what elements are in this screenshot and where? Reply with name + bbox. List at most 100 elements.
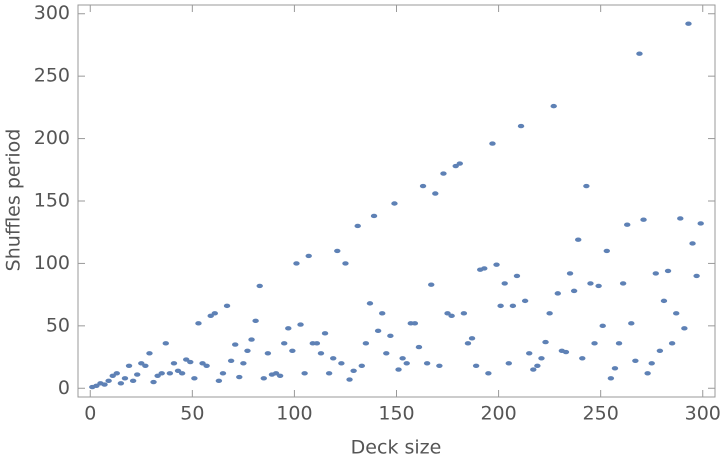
point: [415, 344, 423, 350]
point: [685, 21, 692, 26]
point: [562, 349, 570, 355]
point: [432, 191, 439, 196]
point: [403, 361, 410, 366]
y-tick-label: 150: [34, 190, 70, 212]
point: [648, 361, 655, 366]
point: [374, 328, 382, 334]
point: [166, 371, 174, 376]
point: [456, 161, 463, 166]
point: [203, 363, 210, 368]
point: [158, 371, 165, 376]
point: [570, 288, 578, 294]
point: [611, 366, 619, 371]
y-tick-label: 50: [46, 314, 70, 336]
point: [464, 341, 472, 346]
y-tick-label: 0: [58, 377, 70, 399]
point: [121, 376, 129, 381]
point: [505, 361, 512, 366]
point: [579, 356, 586, 361]
point: [244, 348, 251, 354]
point: [460, 311, 468, 316]
point: [640, 217, 647, 222]
y-axis-label: Shuffles period: [3, 129, 25, 272]
point: [93, 383, 100, 388]
point: [428, 282, 435, 287]
point: [317, 351, 325, 356]
point: [195, 321, 202, 326]
point: [260, 376, 267, 381]
point: [183, 357, 190, 362]
point: [489, 141, 496, 146]
y-tick-label: 250: [34, 65, 70, 87]
point: [325, 371, 333, 376]
point: [419, 183, 427, 189]
point: [619, 281, 627, 286]
point: [162, 341, 169, 346]
point: [272, 371, 280, 376]
point: [117, 381, 125, 386]
point: [219, 371, 227, 376]
point: [252, 318, 259, 324]
point: [301, 371, 308, 376]
point: [215, 378, 223, 383]
point: [281, 341, 288, 346]
point: [330, 356, 337, 361]
point: [187, 359, 194, 365]
point: [170, 361, 178, 366]
point: [566, 271, 574, 276]
point: [129, 378, 137, 383]
point: [211, 311, 218, 316]
point: [109, 373, 116, 378]
point: [632, 358, 639, 363]
point: [134, 372, 141, 377]
y-tick-label: 300: [34, 2, 70, 24]
point: [101, 382, 108, 387]
point: [293, 261, 300, 266]
point: [538, 356, 545, 361]
point: [501, 281, 508, 286]
point: [521, 298, 529, 304]
point: [223, 303, 231, 309]
point: [383, 351, 390, 356]
point: [628, 321, 635, 326]
point: [546, 311, 553, 316]
point: [444, 311, 451, 316]
point: [681, 326, 688, 331]
point: [423, 361, 431, 366]
point: [199, 361, 206, 366]
point: [387, 333, 394, 339]
point: [391, 201, 398, 206]
point: [207, 313, 214, 319]
point: [656, 348, 664, 354]
point: [440, 171, 447, 176]
point: [334, 248, 341, 254]
point: [689, 241, 696, 246]
point: [607, 376, 615, 381]
point: [668, 341, 676, 346]
point: [591, 341, 598, 346]
point: [370, 213, 378, 219]
point: [599, 323, 606, 329]
point: [232, 342, 239, 347]
x-axis-label: Deck size: [351, 437, 442, 459]
point: [615, 341, 623, 346]
point: [542, 339, 549, 345]
x-tick-label: 50: [180, 403, 204, 425]
point: [673, 311, 680, 316]
x-tick-label: 250: [583, 403, 619, 425]
point: [142, 363, 149, 368]
plot-frame: [77, 4, 716, 398]
point: [289, 348, 296, 354]
x-tick-label: 300: [685, 403, 720, 425]
x-tick-label: 100: [276, 403, 312, 425]
point: [595, 283, 602, 289]
point: [236, 374, 243, 380]
point: [256, 283, 263, 289]
point: [664, 268, 672, 274]
point: [468, 336, 476, 341]
point: [448, 313, 455, 319]
point: [660, 298, 668, 304]
point: [554, 291, 561, 296]
point: [587, 281, 594, 286]
